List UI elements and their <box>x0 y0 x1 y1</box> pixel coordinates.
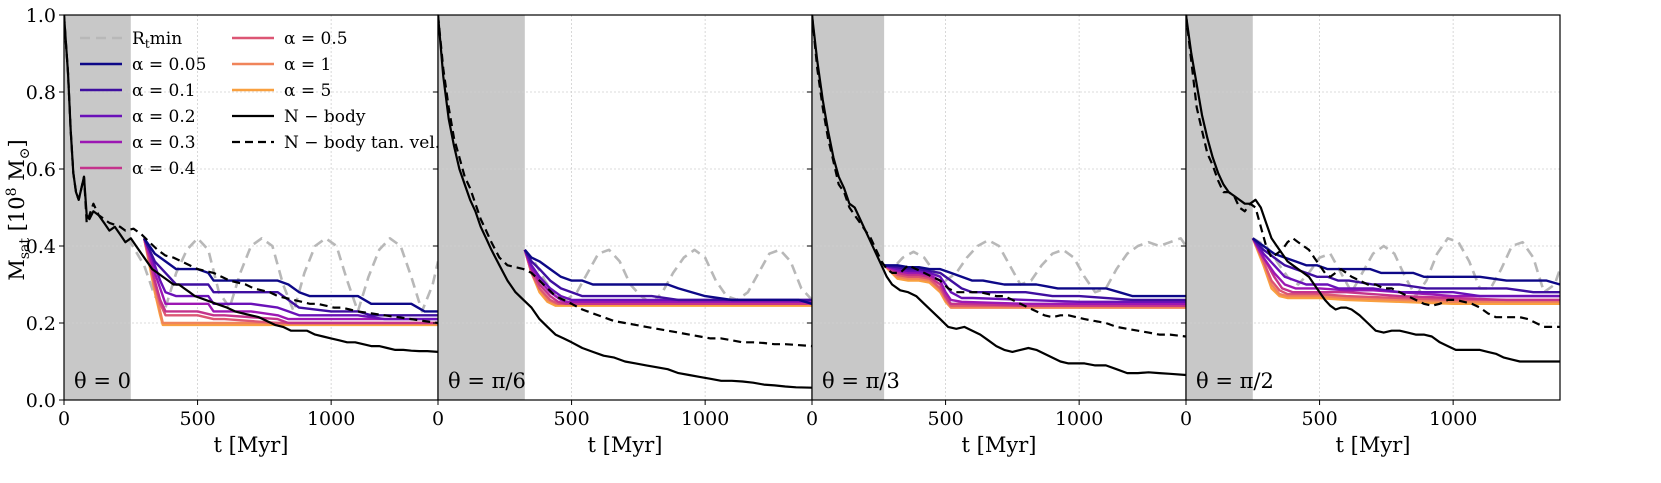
series-group <box>64 15 438 353</box>
panel-label: θ = 0 <box>74 369 131 393</box>
series-line-a005 <box>523 249 812 305</box>
series-line-a02 <box>883 264 1186 303</box>
series-line-a005 <box>1252 237 1560 286</box>
legend-label-a5: α = 5 <box>284 81 331 101</box>
series-line-a03 <box>142 237 438 321</box>
x-tick-label: 500 <box>553 408 589 430</box>
series-line-a05 <box>523 249 812 305</box>
series-group <box>812 15 1186 377</box>
legend-label-nbody_tan: N − body tan. vel. <box>284 133 440 153</box>
series-line-a04 <box>523 249 812 305</box>
legend-label-nbody: N − body <box>284 107 366 127</box>
legend-label-a02: α = 0.2 <box>132 107 196 127</box>
legend-label-rt: Rtmin <box>132 29 182 51</box>
series-line-a03 <box>523 249 812 303</box>
series-line-a02 <box>523 249 812 302</box>
x-tick-label: 0 <box>432 408 444 430</box>
x-axis-label: t [Myr] <box>214 433 289 457</box>
x-axis-label: t [Myr] <box>962 433 1037 457</box>
x-axis-label: t [Myr] <box>1336 433 1411 457</box>
shaded-region <box>1186 15 1253 400</box>
legend-label-a04: α = 0.4 <box>132 159 196 179</box>
series-line-nbody <box>812 15 1186 377</box>
shaded-region <box>64 15 131 400</box>
series-line-rt <box>883 237 1186 294</box>
panel-label: θ = π/6 <box>448 369 526 393</box>
series-line-nbody <box>64 15 438 353</box>
series-line-a005 <box>143 237 438 313</box>
legend-label-a01: α = 0.1 <box>132 81 196 101</box>
x-tick-label: 0 <box>58 408 70 430</box>
series-line-nbody_tan <box>1186 15 1560 328</box>
series-line-a04 <box>883 264 1186 307</box>
series-line-nbody <box>438 15 812 389</box>
series-line-nbody_tan <box>438 15 812 348</box>
y-tick-label: 0.6 <box>26 159 56 181</box>
series-line-rt <box>126 237 438 313</box>
y-tick-label: 0.2 <box>26 313 56 335</box>
y-tick-label: 0.0 <box>26 390 56 412</box>
x-axis-label: t [Myr] <box>588 433 663 457</box>
panel-label: θ = π/2 <box>1196 369 1274 393</box>
series-line-a005 <box>884 264 1186 298</box>
y-tick-label: 0.4 <box>26 236 56 258</box>
panel-1: 0 500 1000 t [Myr] 0.0 0.2 0.4 0.6 0.8 1.0 θ = 0 <box>26 5 439 457</box>
series-line-a1 <box>523 249 812 305</box>
series-line-a03 <box>1251 237 1560 298</box>
shaded-region <box>812 15 885 400</box>
panel-4: 0 500 1000 t [Myr] θ = π/2 <box>1180 14 1561 457</box>
x-tick-label: 1000 <box>307 408 355 430</box>
panel-label: θ = π/3 <box>822 369 900 393</box>
series-line-a01 <box>1251 237 1560 294</box>
x-tick-label: 500 <box>1301 408 1337 430</box>
series-line-a02 <box>1251 237 1560 298</box>
panel-3: 0 500 1000 t [Myr] θ = π/3 <box>806 14 1187 457</box>
x-tick-label: 0 <box>1180 408 1192 430</box>
y-tick-label: 0.8 <box>26 82 56 104</box>
x-tick-label: 500 <box>179 408 215 430</box>
series-group <box>438 15 812 389</box>
legend-label-a05: α = 0.5 <box>284 29 348 49</box>
axes-frame <box>1185 14 1561 401</box>
series-line-a01 <box>883 264 1186 302</box>
y-axis-label: Msat [108 M⊙] <box>4 139 33 280</box>
series-group <box>1186 15 1560 363</box>
series-line-nbody_tan <box>812 15 1186 338</box>
series-line-a1 <box>883 264 1186 309</box>
shaded-region <box>438 15 525 400</box>
series-line-a04 <box>142 237 438 325</box>
y-tick-label: 1.0 <box>26 5 56 27</box>
panel-2: 0 500 1000 t [Myr] θ = π/6 <box>432 14 813 457</box>
x-tick-label: 1000 <box>1055 408 1103 430</box>
x-tick-label: 500 <box>927 408 963 430</box>
x-tick-label: 1000 <box>1429 408 1477 430</box>
x-tick-label: 0 <box>806 408 818 430</box>
series-line-nbody <box>1186 15 1560 363</box>
legend-label-a005: α = 0.05 <box>132 55 206 75</box>
x-tick-label: 1000 <box>681 408 729 430</box>
legend-label-a03: α = 0.3 <box>132 133 196 153</box>
series-line-rt <box>523 248 812 306</box>
series-line-a5 <box>1251 237 1560 305</box>
legend: Rtmin α = 0.05 α = 0.1 α = 0.2 α = 0.3 α = 0.… <box>80 29 440 179</box>
legend-label-a1: α = 1 <box>284 55 331 75</box>
series-line-a01 <box>523 249 812 302</box>
series-line-a01 <box>143 237 438 317</box>
series-line-nbody_tan <box>64 15 438 325</box>
